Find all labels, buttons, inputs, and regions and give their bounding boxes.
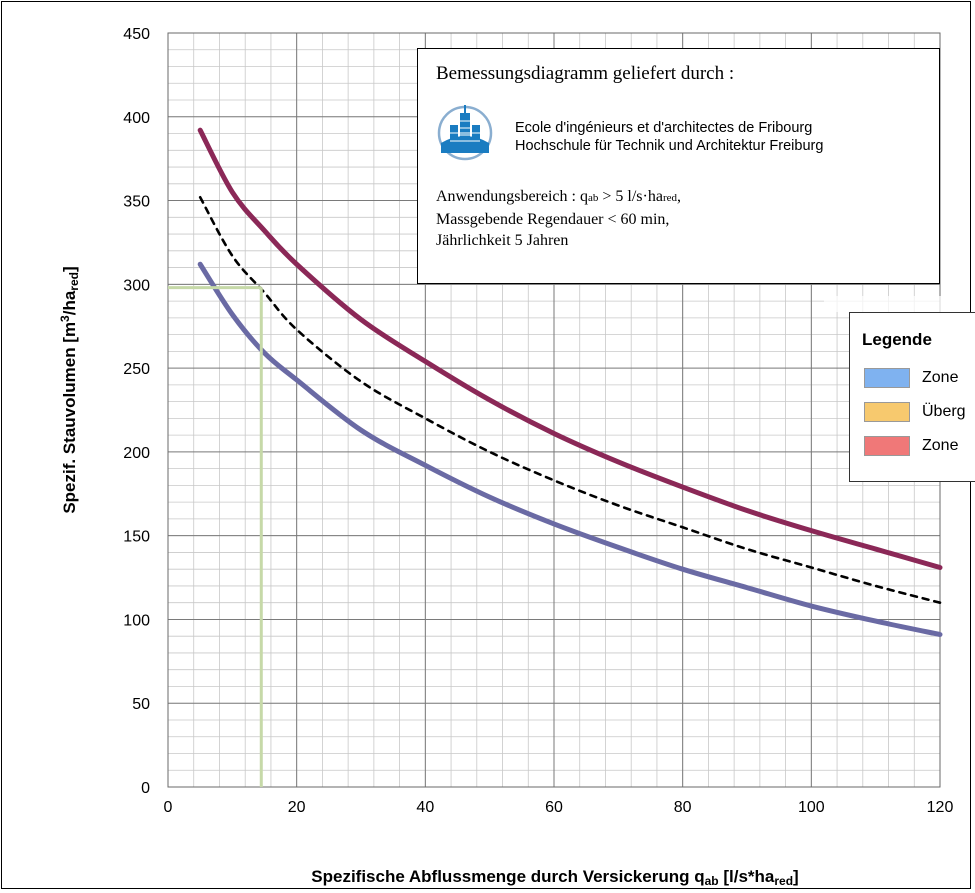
school-names: Ecole d'ingénieurs et d'architectes de F… bbox=[515, 119, 823, 155]
return-period-note: Jährlichkeit 5 Jahren bbox=[436, 232, 569, 249]
legend-swatch bbox=[864, 436, 910, 456]
legend: Legende Zone Überg Zone bbox=[849, 312, 975, 482]
legend-item: Zone bbox=[864, 435, 958, 457]
series-line-2 bbox=[198, 195, 942, 604]
reference-lines bbox=[168, 286, 263, 787]
y-tick-label: 100 bbox=[123, 612, 150, 629]
y-tick-label: 150 bbox=[123, 529, 150, 546]
legend-label: Überg bbox=[922, 403, 966, 420]
info-box-title: Bemessungsdiagramm geliefert durch : bbox=[436, 63, 735, 84]
y-tick-label: 350 bbox=[123, 194, 150, 211]
eia-fribourg-logo bbox=[437, 105, 493, 161]
legend-shadow bbox=[824, 296, 970, 312]
x-tick-label: 0 bbox=[164, 799, 173, 816]
y-axis-title: Spezif. Stauvolumen [m3/hared] bbox=[58, 266, 81, 513]
info-box: Bemessungsdiagramm geliefert durch : Eco… bbox=[417, 48, 940, 284]
y-tick-label: 50 bbox=[132, 696, 150, 713]
legend-swatch bbox=[864, 368, 910, 388]
legend-title: Legende bbox=[862, 330, 932, 349]
legend-item: Überg bbox=[864, 401, 966, 423]
application-range: Anwendungsbereich : qab > 5 l/s·hared, bbox=[436, 188, 681, 205]
y-tick-label: 0 bbox=[141, 780, 150, 797]
y-tick-label: 400 bbox=[123, 110, 150, 127]
x-tick-label: 20 bbox=[288, 799, 306, 816]
series-line-3 bbox=[197, 261, 943, 638]
legend-label: Zone bbox=[922, 369, 959, 386]
x-tick-label: 100 bbox=[798, 799, 825, 816]
rain-duration-note: Massgebende Regendauer < 60 min, bbox=[436, 211, 670, 228]
x-tick-label: 120 bbox=[927, 799, 954, 816]
legend-item: Zone bbox=[864, 367, 958, 389]
school-name-de: Hochschule für Technik und Architektur F… bbox=[515, 138, 824, 154]
x-axis-title: Spezifische Abflussmenge durch Versicker… bbox=[311, 867, 798, 888]
x-tick-label: 40 bbox=[416, 799, 434, 816]
legend-label: Zone bbox=[922, 437, 959, 454]
y-tick-label: 300 bbox=[123, 277, 150, 294]
y-tick-label: 450 bbox=[123, 26, 150, 43]
y-tick-label: 200 bbox=[123, 445, 150, 462]
legend-swatch bbox=[864, 402, 910, 422]
series-layer bbox=[197, 127, 943, 638]
x-tick-label: 80 bbox=[674, 799, 692, 816]
series-line-1 bbox=[197, 127, 943, 571]
tick-labels: 0 20 40 60 80 100 120 0 50 100 150 200 250 300 350 400 4… bbox=[123, 26, 953, 816]
application-notes: Anwendungsbereich : qab > 5 l/s·hared, M… bbox=[436, 186, 681, 251]
school-name-fr: Ecole d'ingénieurs et d'architectes de F… bbox=[515, 120, 813, 136]
x-tick-label: 60 bbox=[545, 799, 563, 816]
y-tick-label: 250 bbox=[123, 361, 150, 378]
